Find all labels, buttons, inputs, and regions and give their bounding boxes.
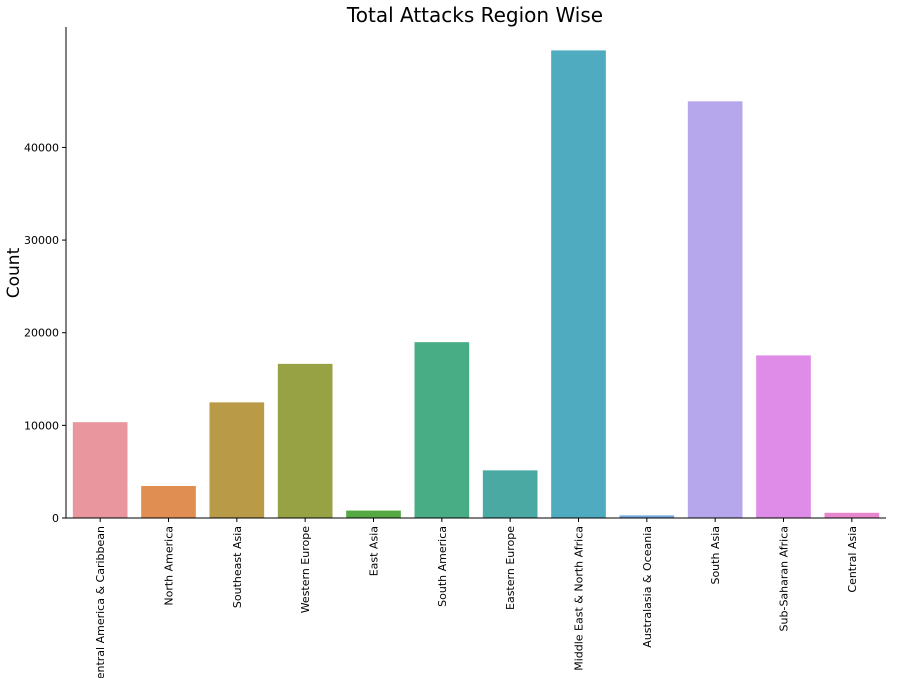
bar bbox=[687, 101, 743, 518]
bar bbox=[482, 470, 538, 518]
x-tick-label: Middle East & North Africa bbox=[573, 526, 586, 671]
x-tick-label: Southeast Asia bbox=[231, 526, 244, 608]
y-tick-label: 10000 bbox=[24, 419, 59, 432]
x-tick-label: East Asia bbox=[368, 526, 381, 576]
bar bbox=[824, 512, 880, 518]
x-tick-label: South America bbox=[436, 526, 449, 607]
x-axis: Central America & Caribbean North America… bbox=[66, 517, 886, 678]
y-tick-label: 30000 bbox=[24, 234, 59, 247]
bar bbox=[72, 422, 128, 518]
bar bbox=[756, 355, 811, 518]
y-axis-label: Count bbox=[4, 247, 24, 298]
x-tick-label: South Asia bbox=[709, 526, 722, 585]
bar bbox=[209, 402, 265, 518]
bar bbox=[551, 50, 606, 519]
bar bbox=[619, 515, 675, 518]
bar bbox=[141, 485, 196, 518]
x-tick-label: Eastern Europe bbox=[504, 526, 517, 610]
y-tick-label: 20000 bbox=[24, 327, 59, 340]
bar bbox=[414, 342, 470, 518]
y-axis: 0 10000 20000 30000 40000 bbox=[24, 27, 67, 525]
x-tick-label: North America bbox=[163, 526, 176, 606]
x-tick-label: Central America & Caribbean bbox=[94, 526, 107, 678]
bar bbox=[277, 363, 333, 518]
y-tick-label: 40000 bbox=[24, 141, 59, 154]
bars-group bbox=[72, 50, 880, 519]
x-tick-label: Western Europe bbox=[299, 526, 312, 614]
x-tick-label: Australasia & Oceania bbox=[641, 526, 654, 648]
y-tick-label: 0 bbox=[52, 512, 59, 525]
x-tick-label: Sub-Saharan Africa bbox=[778, 526, 791, 631]
chart-title: Total Attacks Region Wise bbox=[346, 3, 603, 27]
bar bbox=[346, 510, 401, 518]
x-tick-label: Central Asia bbox=[846, 526, 859, 593]
